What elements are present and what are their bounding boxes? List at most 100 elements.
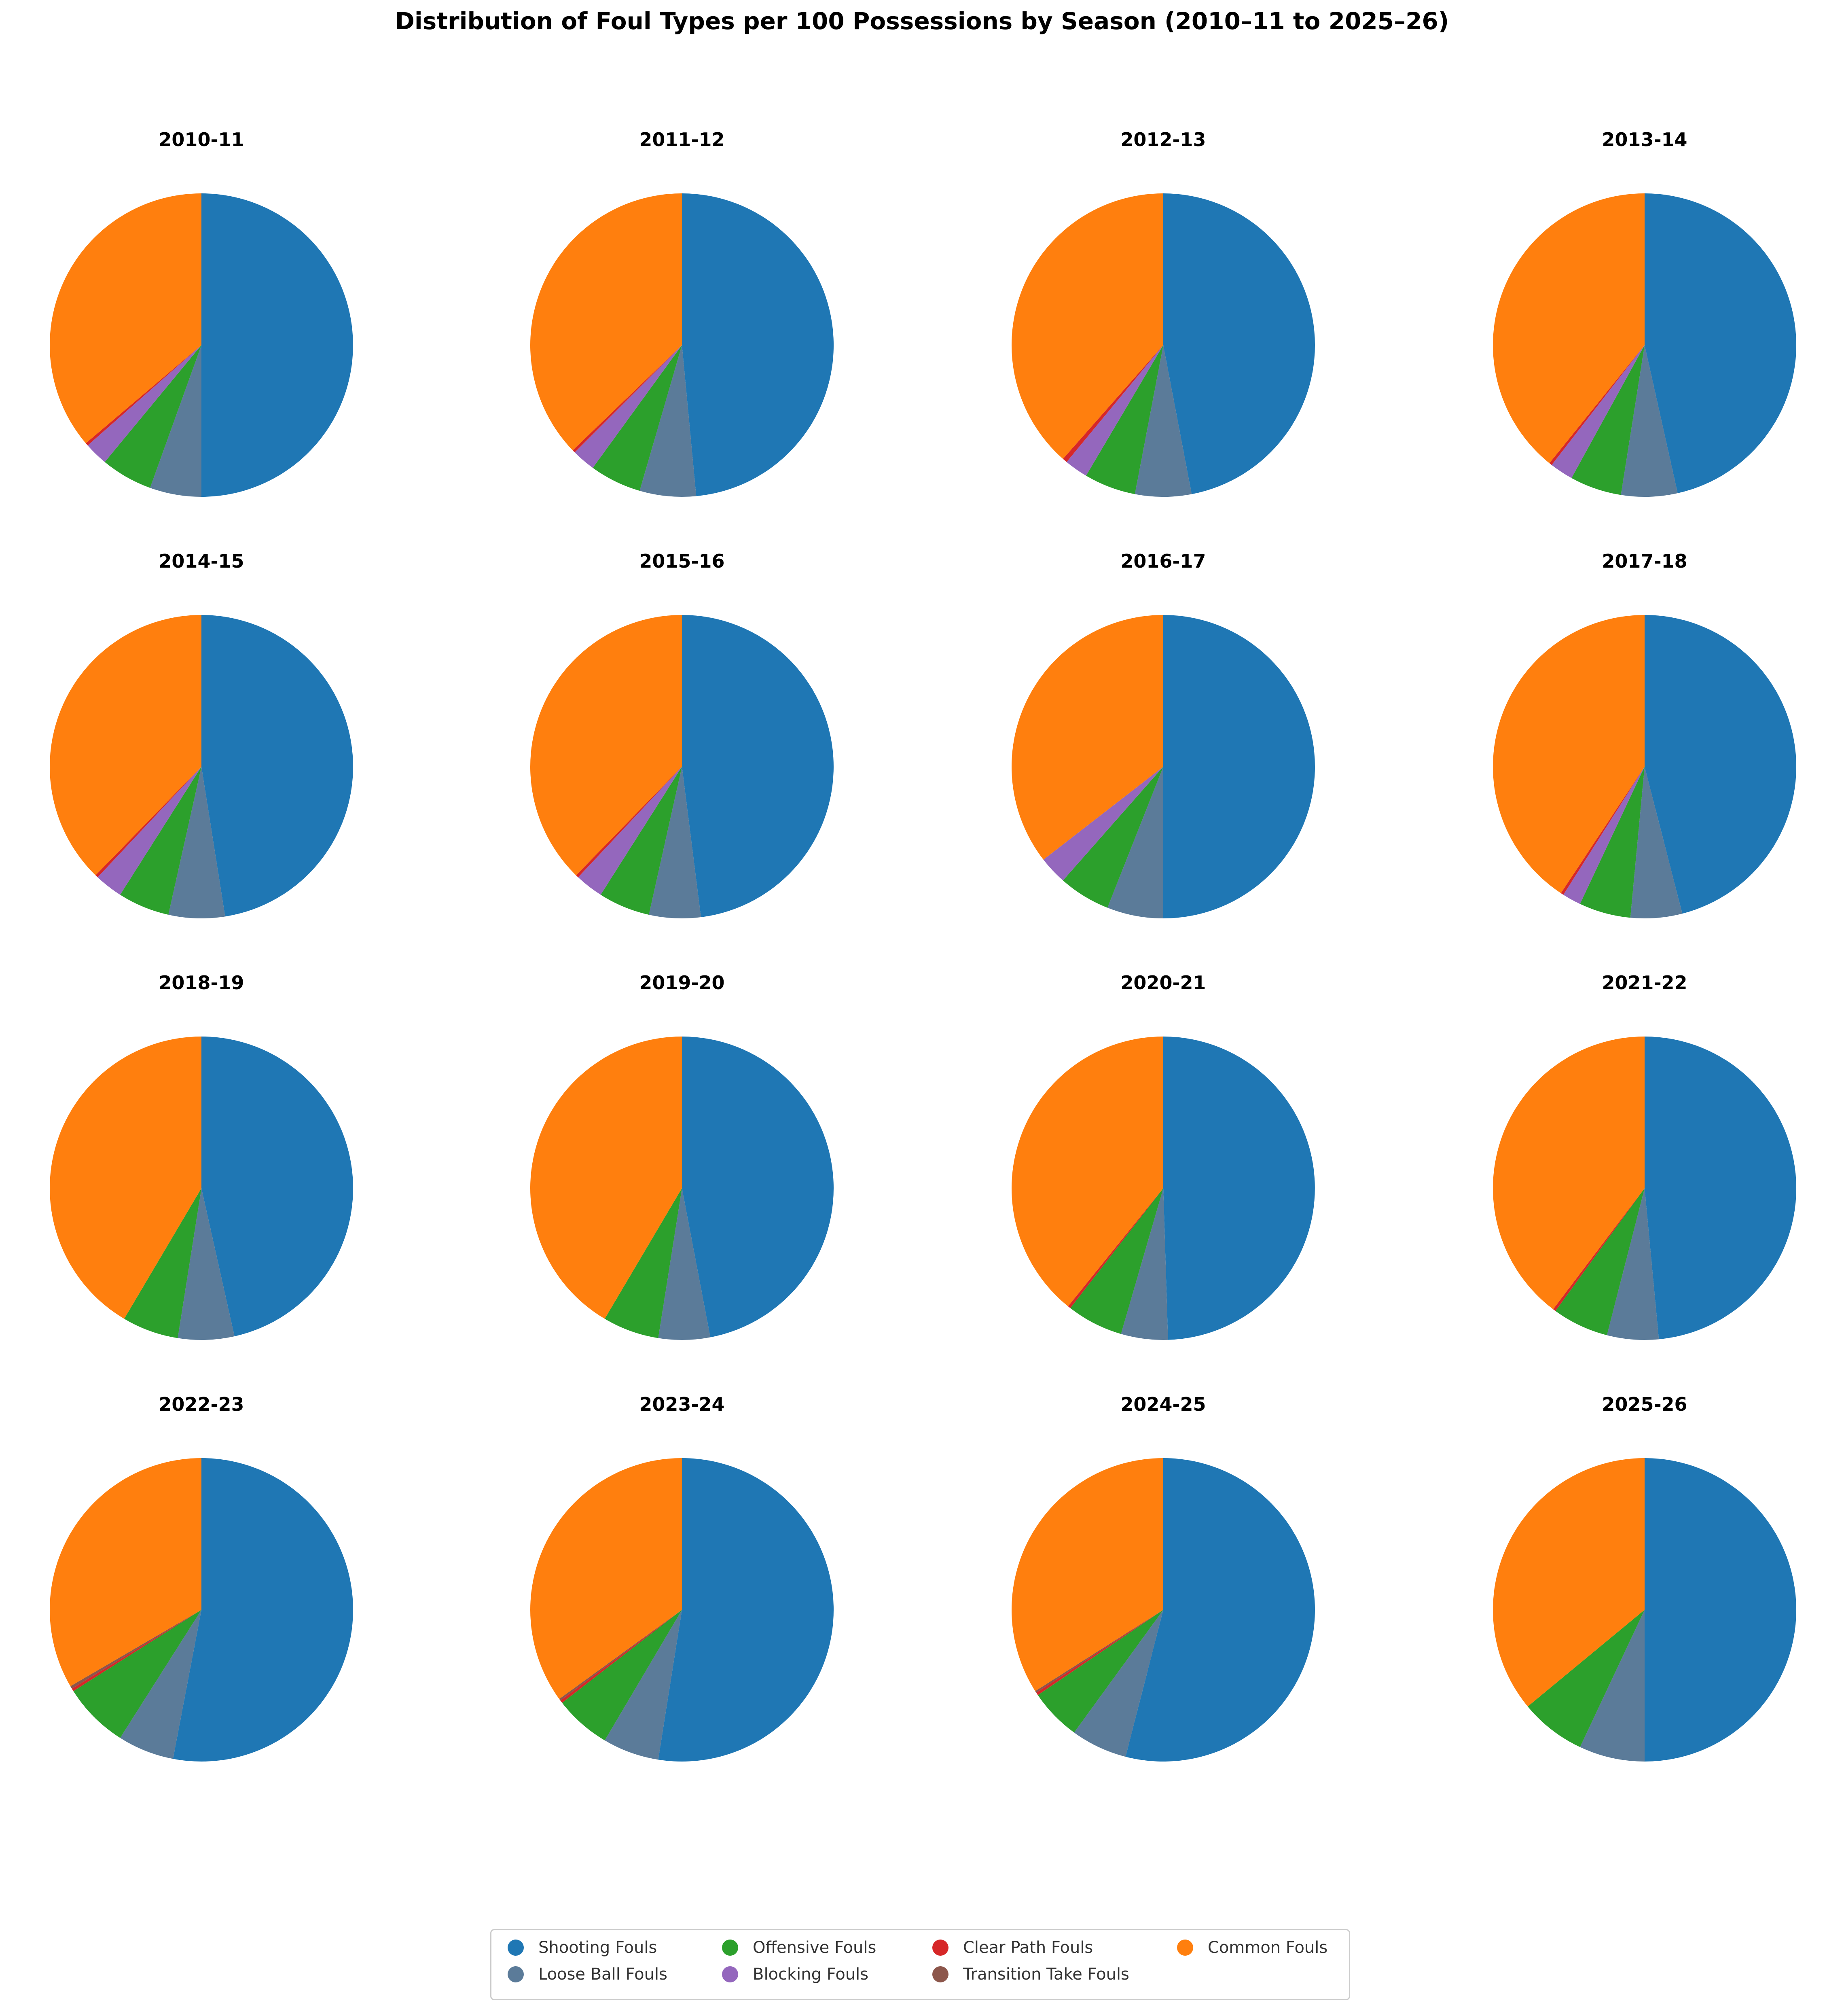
pie-title-2017-18: 2017-18 bbox=[1602, 550, 1687, 572]
pie-title-2023-24: 2023-24 bbox=[639, 1393, 725, 1415]
slice-2014-15-offensive-fouls bbox=[120, 767, 201, 915]
slice-2023-24-offensive-fouls bbox=[562, 1610, 682, 1740]
slice-2010-11-shooting-fouls bbox=[201, 193, 353, 497]
slice-2023-24-common-fouls bbox=[530, 1458, 682, 1699]
slice-2017-18-clear-path-fouls bbox=[1561, 767, 1645, 895]
slice-2022-23-offensive-fouls bbox=[73, 1610, 201, 1738]
pie-2011-12 bbox=[530, 193, 834, 497]
pie-2017-18 bbox=[1493, 615, 1797, 919]
slice-2013-14-loose-ball-fouls bbox=[1621, 345, 1678, 497]
legend-swatch-shooting-fouls bbox=[508, 1940, 524, 1956]
slice-2010-11-blocking-fouls bbox=[87, 345, 201, 462]
slice-2012-13-offensive-fouls bbox=[1086, 345, 1163, 494]
pie-title-2018-19: 2018-19 bbox=[159, 972, 244, 994]
slice-2024-25-common-fouls bbox=[1011, 1458, 1163, 1691]
slice-2017-18-shooting-fouls bbox=[1645, 615, 1797, 914]
slice-2016-17-offensive-fouls bbox=[1063, 767, 1163, 908]
legend-swatch-blocking-fouls bbox=[722, 1966, 738, 1982]
slice-2023-24-transition-take-fouls bbox=[559, 1610, 682, 1701]
pie-2021-22 bbox=[1493, 1036, 1797, 1340]
slice-2013-14-common-fouls bbox=[1493, 193, 1645, 463]
slice-2017-18-loose-ball-fouls bbox=[1630, 767, 1683, 919]
pie-2025-26 bbox=[1493, 1458, 1796, 1762]
pie-title-2014-15: 2014-15 bbox=[159, 550, 244, 572]
slice-2024-25-offensive-fouls bbox=[1037, 1610, 1163, 1733]
slice-2025-26-offensive-fouls bbox=[1528, 1610, 1645, 1747]
slice-2020-21-loose-ball-fouls bbox=[1121, 1188, 1168, 1340]
pie-title-2025-26: 2025-26 bbox=[1602, 1393, 1687, 1415]
pie-2014-15 bbox=[49, 615, 353, 918]
slice-2013-14-shooting-fouls bbox=[1645, 193, 1797, 493]
slice-2016-17-common-fouls bbox=[1011, 615, 1163, 860]
slice-2022-23-loose-ball-fouls bbox=[120, 1610, 201, 1759]
slice-2017-18-offensive-fouls bbox=[1580, 767, 1645, 918]
legend-item-offensive-fouls: Offensive Fouls bbox=[722, 1938, 876, 1957]
slice-2013-14-offensive-fouls bbox=[1571, 345, 1645, 495]
pie-title-2015-16: 2015-16 bbox=[639, 550, 725, 572]
slice-2022-23-shooting-fouls bbox=[173, 1458, 353, 1762]
legend-item-shooting-fouls: Shooting Fouls bbox=[508, 1938, 657, 1957]
slice-2020-21-shooting-fouls bbox=[1163, 1037, 1315, 1340]
slice-2018-19-common-fouls bbox=[49, 1037, 201, 1319]
slice-2021-22-loose-ball-fouls bbox=[1607, 1188, 1659, 1340]
legend-item-blocking-fouls: Blocking Fouls bbox=[722, 1965, 868, 1984]
legend-label-offensive-fouls: Offensive Fouls bbox=[753, 1938, 876, 1957]
pie-2015-16 bbox=[530, 615, 834, 918]
slice-2012-13-common-fouls bbox=[1012, 193, 1163, 459]
slice-2018-19-offensive-fouls bbox=[124, 1188, 201, 1338]
slice-2025-26-loose-ball-fouls bbox=[1580, 1610, 1645, 1762]
slice-2017-18-blocking-fouls bbox=[1563, 767, 1645, 904]
slice-2011-12-common-fouls bbox=[530, 193, 682, 451]
pie-2012-13 bbox=[1012, 193, 1315, 497]
slice-2010-11-loose-ball-fouls bbox=[150, 345, 201, 497]
slice-2022-23-clear-path-fouls bbox=[72, 1610, 201, 1691]
legend-swatch-loose-ball-fouls bbox=[508, 1966, 524, 1982]
slice-2010-11-clear-path-fouls bbox=[86, 345, 201, 445]
pie-2020-21 bbox=[1012, 1037, 1315, 1340]
slice-2019-20-common-fouls bbox=[530, 1037, 682, 1319]
slice-2015-16-shooting-fouls bbox=[682, 615, 834, 918]
slice-2022-23-common-fouls bbox=[50, 1458, 201, 1686]
pie-2022-23 bbox=[50, 1458, 353, 1762]
slice-2012-13-clear-path-fouls bbox=[1063, 345, 1163, 462]
slice-2023-24-shooting-fouls bbox=[658, 1458, 834, 1762]
pie-2016-17 bbox=[1011, 615, 1315, 918]
slice-2024-25-transition-take-fouls bbox=[1035, 1610, 1163, 1693]
pie-title-2019-20: 2019-20 bbox=[639, 972, 725, 994]
pie-title-2016-17: 2016-17 bbox=[1120, 550, 1206, 572]
legend-item-transition-take-fouls: Transition Take Fouls bbox=[932, 1965, 1129, 1984]
pie-title-2020-21: 2020-21 bbox=[1120, 972, 1206, 994]
slice-2021-22-common-fouls bbox=[1493, 1037, 1645, 1310]
pie-2018-19 bbox=[49, 1036, 354, 1340]
slice-2018-19-shooting-fouls bbox=[201, 1036, 354, 1336]
slice-2012-13-blocking-fouls bbox=[1066, 345, 1163, 476]
pie-title-2021-22: 2021-22 bbox=[1602, 972, 1687, 994]
slice-2012-13-shooting-fouls bbox=[1163, 193, 1315, 494]
legend: Shooting Fouls Loose Ball Fouls Offensive … bbox=[490, 1929, 1350, 2000]
legend-swatch-offensive-fouls bbox=[722, 1940, 738, 1956]
pie-title-2011-12: 2011-12 bbox=[639, 129, 725, 151]
slice-2014-15-common-fouls bbox=[49, 615, 201, 876]
legend-label-transition-take-fouls: Transition Take Fouls bbox=[963, 1965, 1129, 1984]
pie-2019-20 bbox=[530, 1037, 834, 1340]
slice-2017-18-common-fouls bbox=[1493, 615, 1645, 893]
slice-2015-16-clear-path-fouls bbox=[576, 767, 682, 878]
slice-2024-25-shooting-fouls bbox=[1125, 1458, 1315, 1762]
legend-label-loose-ball-fouls: Loose Ball Fouls bbox=[538, 1965, 667, 1984]
slice-2025-26-common-fouls bbox=[1493, 1458, 1645, 1707]
slice-2014-15-blocking-fouls bbox=[97, 767, 202, 895]
slice-2019-20-shooting-fouls bbox=[682, 1037, 834, 1338]
pie-2013-14 bbox=[1493, 193, 1797, 497]
slice-2011-12-shooting-fouls bbox=[682, 193, 834, 496]
pie-title-2012-13: 2012-13 bbox=[1120, 129, 1206, 151]
slice-2015-16-loose-ball-fouls bbox=[649, 767, 701, 918]
legend-label-blocking-fouls: Blocking Fouls bbox=[753, 1965, 869, 1984]
legend-swatch-common-fouls bbox=[1177, 1940, 1193, 1956]
slice-2020-21-common-fouls bbox=[1012, 1037, 1163, 1306]
legend-label-shooting-fouls: Shooting Fouls bbox=[538, 1938, 657, 1957]
chart-title: Distribution of Foul Types per 100 Posse… bbox=[395, 7, 1449, 35]
slice-2018-19-loose-ball-fouls bbox=[178, 1188, 235, 1340]
legend-item-clear-path-fouls: Clear Path Fouls bbox=[932, 1938, 1093, 1957]
slice-2019-20-loose-ball-fouls bbox=[658, 1188, 711, 1340]
